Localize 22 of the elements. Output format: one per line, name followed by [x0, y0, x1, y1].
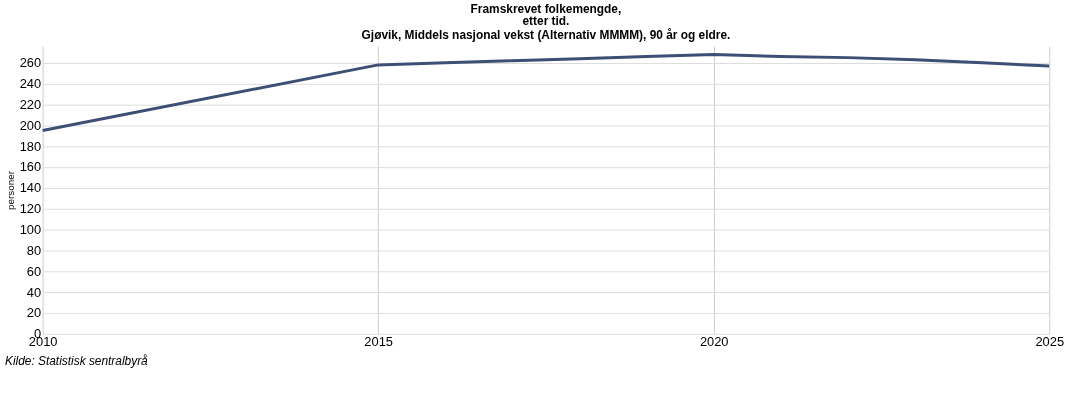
y-tick-label: 180 [19, 138, 42, 154]
y-tick-label: 260 [19, 55, 42, 71]
y-tick-label: 60 [26, 263, 42, 279]
y-tick-label: 100 [19, 222, 42, 238]
y-tick-label: 140 [19, 180, 42, 196]
y-tick-label: 240 [19, 76, 42, 92]
text: Kilde: Statistisk sentralbyrå [4, 353, 149, 368]
y-tick-label: 160 [19, 159, 42, 175]
x-tick-label: 2020 [699, 334, 729, 350]
x-tick-label: 2015 [364, 334, 393, 350]
y-tick-label: 40 [26, 284, 42, 300]
text: Gjøvik, Middels nasjonal vekst (Alternativ MMMM), 90 år og eldre. [361, 28, 731, 43]
y-tick-label: 220 [19, 96, 42, 112]
y-tick-label: 120 [19, 201, 42, 217]
x-tick-label: 2025 [1035, 334, 1065, 350]
y-tick-label: 20 [26, 305, 42, 321]
line-series [41, 53, 1051, 133]
chart-title: Framskrevet folkemengde, [470, 2, 622, 17]
y-tick-label: 200 [19, 117, 42, 133]
text: etter tid. [522, 14, 570, 29]
y-tick-label: 80 [26, 242, 42, 258]
y-axis-title: personer [4, 170, 16, 211]
